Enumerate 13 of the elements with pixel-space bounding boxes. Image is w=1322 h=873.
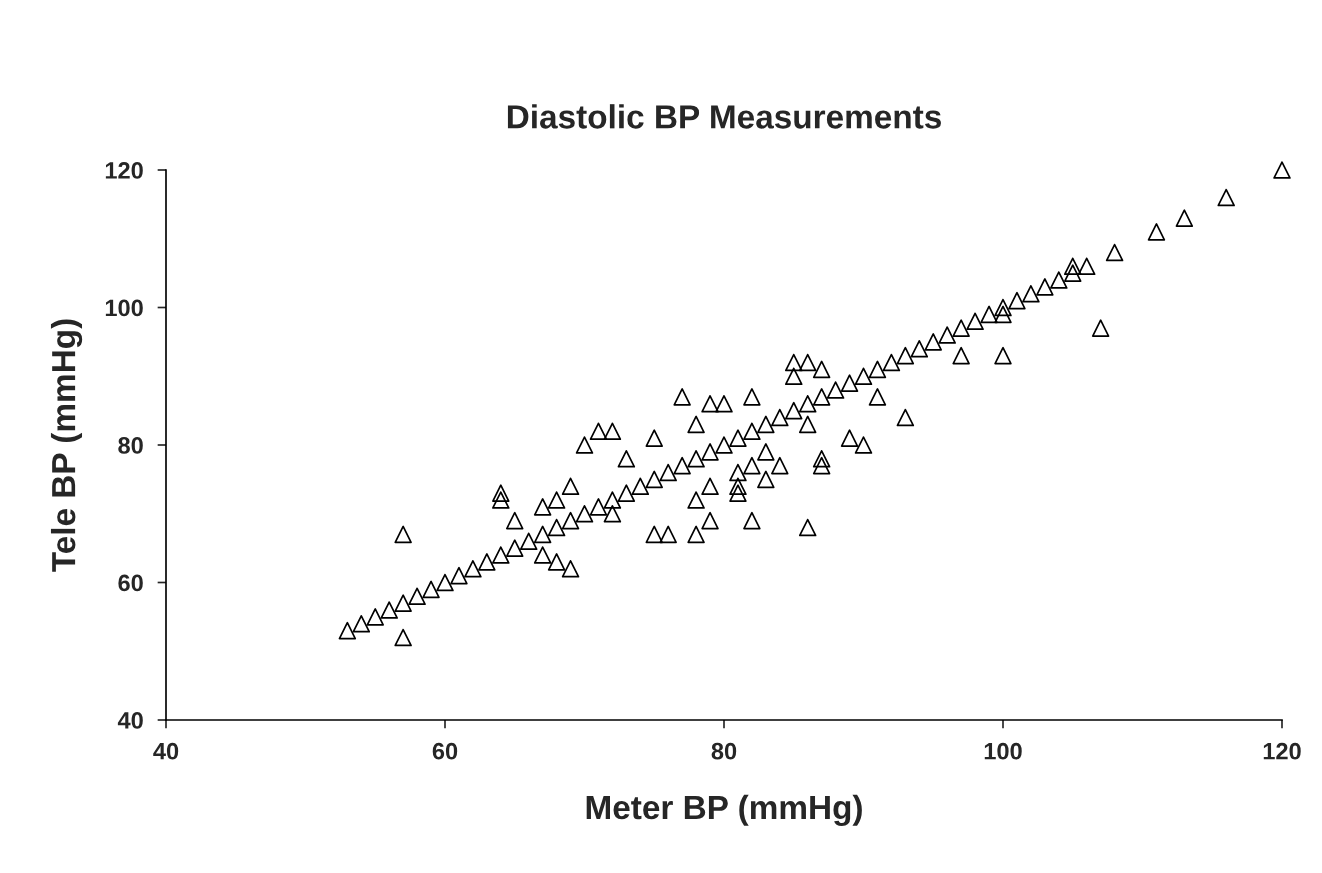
x-tick-label: 120 — [1263, 742, 1301, 760]
chart-title: Diastolic BP Measurements — [507, 104, 941, 129]
x-axis-title: Meter BP (mmHg) — [586, 794, 862, 827]
y-axis-title: Tele BP (mmHg) — [50, 319, 83, 572]
x-tick-label: 40 — [153, 742, 179, 760]
x-tick-label: 80 — [711, 742, 737, 760]
y-tick-label: 60 — [118, 574, 143, 592]
y-tick-label: 80 — [118, 437, 143, 454]
y-tick-label: 40 — [117, 712, 143, 729]
x-tick-label: 60 — [432, 742, 458, 760]
y-tick-label: 120 — [105, 162, 143, 179]
x-tick-label: 100 — [984, 742, 1022, 760]
y-tick-label: 100 — [105, 299, 143, 317]
